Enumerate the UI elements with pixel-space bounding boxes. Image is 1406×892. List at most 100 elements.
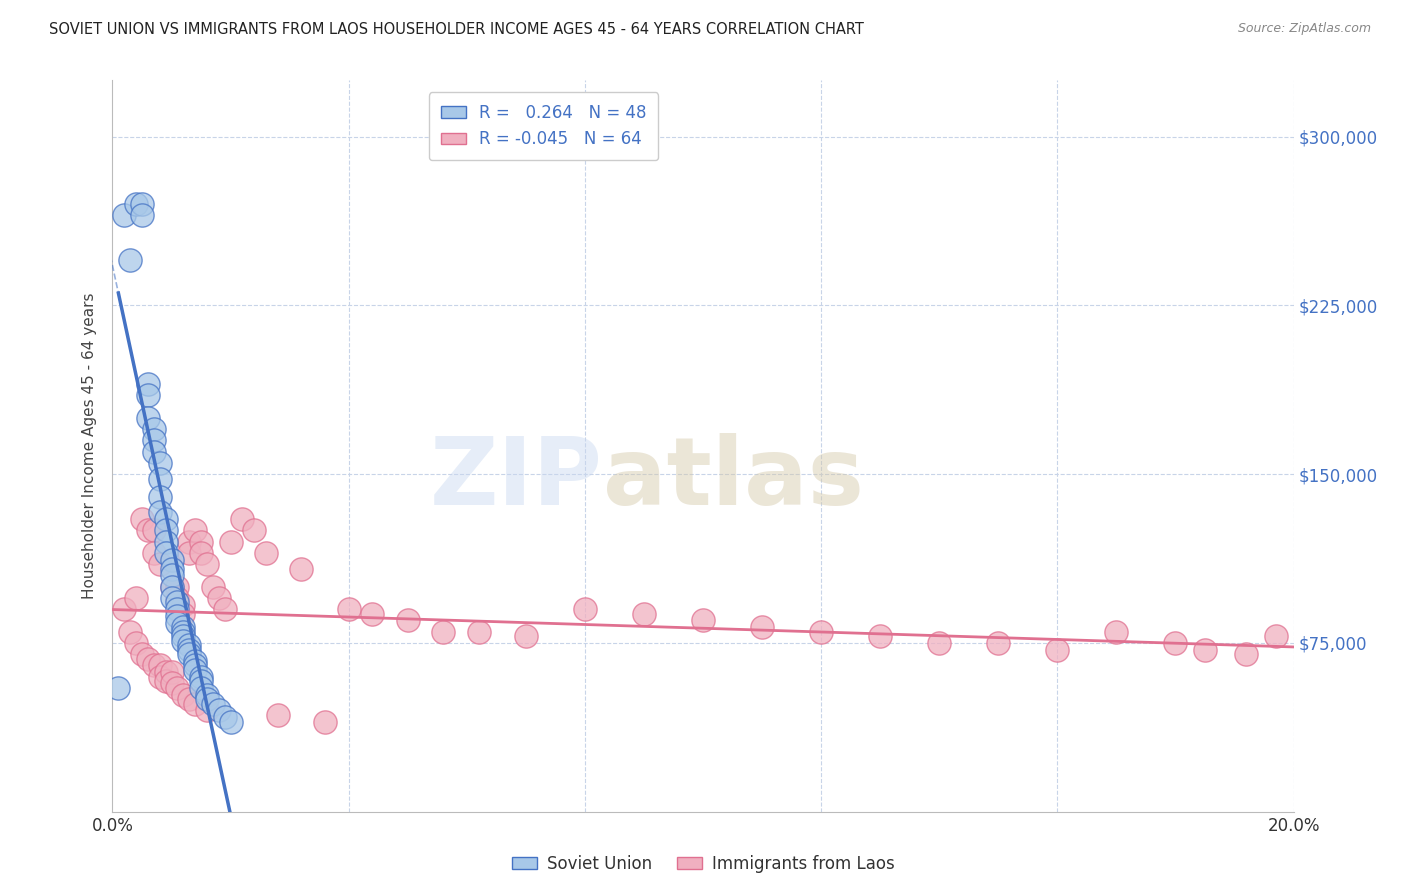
Point: [190, 674, 212, 689]
Point: [155, 665, 177, 680]
Point: [160, 676, 183, 690]
Point: [149, 505, 172, 519]
Point: [179, 692, 201, 706]
Point: [208, 703, 231, 717]
Point: [112, 208, 135, 222]
Point: [172, 607, 194, 621]
Point: [987, 636, 1010, 650]
Point: [290, 562, 312, 576]
Point: [184, 524, 207, 538]
Point: [361, 607, 384, 621]
Point: [179, 546, 201, 560]
Point: [136, 524, 159, 538]
Point: [112, 602, 135, 616]
Point: [155, 524, 177, 538]
Point: [219, 534, 242, 549]
Point: [231, 512, 253, 526]
Point: [184, 654, 207, 668]
Point: [160, 665, 183, 680]
Legend: R =   0.264   N = 48, R = -0.045   N = 64: R = 0.264 N = 48, R = -0.045 N = 64: [429, 92, 658, 160]
Point: [467, 624, 489, 639]
Point: [142, 444, 165, 458]
Point: [136, 388, 159, 402]
Point: [179, 647, 201, 661]
Point: [928, 636, 950, 650]
Point: [190, 534, 212, 549]
Point: [160, 591, 183, 605]
Point: [432, 624, 454, 639]
Point: [179, 534, 201, 549]
Point: [160, 562, 183, 576]
Point: [166, 615, 188, 630]
Point: [201, 697, 224, 711]
Point: [160, 568, 183, 582]
Point: [149, 490, 172, 504]
Point: [142, 434, 165, 448]
Point: [131, 512, 153, 526]
Point: [1264, 629, 1286, 643]
Point: [195, 688, 218, 702]
Point: [172, 633, 194, 648]
Text: Source: ZipAtlas.com: Source: ZipAtlas.com: [1237, 22, 1371, 36]
Point: [314, 714, 336, 729]
Point: [184, 663, 207, 677]
Point: [160, 552, 183, 566]
Point: [149, 456, 172, 470]
Point: [172, 688, 194, 702]
Point: [136, 410, 159, 425]
Point: [107, 681, 129, 695]
Point: [1194, 642, 1216, 657]
Point: [125, 636, 148, 650]
Point: [574, 602, 596, 616]
Point: [155, 674, 177, 689]
Point: [337, 602, 360, 616]
Text: atlas: atlas: [603, 433, 863, 524]
Point: [190, 670, 212, 684]
Point: [172, 624, 194, 639]
Point: [166, 608, 188, 623]
Point: [160, 580, 183, 594]
Point: [195, 703, 218, 717]
Point: [166, 681, 188, 695]
Point: [142, 422, 165, 436]
Point: [1164, 636, 1187, 650]
Point: [120, 253, 142, 268]
Point: [201, 580, 224, 594]
Point: [120, 624, 142, 639]
Point: [166, 602, 188, 616]
Point: [136, 651, 159, 665]
Point: [149, 557, 172, 571]
Point: [195, 557, 218, 571]
Y-axis label: Householder Income Ages 45 - 64 years: Householder Income Ages 45 - 64 years: [82, 293, 97, 599]
Point: [166, 591, 188, 605]
Point: [131, 647, 153, 661]
Point: [155, 512, 177, 526]
Text: SOVIET UNION VS IMMIGRANTS FROM LAOS HOUSEHOLDER INCOME AGES 45 - 64 YEARS CORRE: SOVIET UNION VS IMMIGRANTS FROM LAOS HOU…: [49, 22, 865, 37]
Point: [149, 472, 172, 486]
Point: [751, 620, 773, 634]
Point: [179, 638, 201, 652]
Point: [243, 524, 266, 538]
Point: [1234, 647, 1257, 661]
Point: [214, 602, 236, 616]
Point: [155, 546, 177, 560]
Point: [149, 658, 172, 673]
Point: [172, 598, 194, 612]
Point: [208, 591, 231, 605]
Point: [125, 197, 148, 211]
Point: [172, 629, 194, 643]
Point: [172, 620, 194, 634]
Point: [131, 208, 153, 222]
Point: [142, 524, 165, 538]
Point: [190, 546, 212, 560]
Point: [214, 710, 236, 724]
Point: [166, 580, 188, 594]
Point: [869, 629, 891, 643]
Point: [125, 591, 148, 605]
Point: [633, 607, 655, 621]
Point: [149, 670, 172, 684]
Point: [142, 658, 165, 673]
Point: [219, 714, 242, 729]
Point: [155, 534, 177, 549]
Point: [184, 658, 207, 673]
